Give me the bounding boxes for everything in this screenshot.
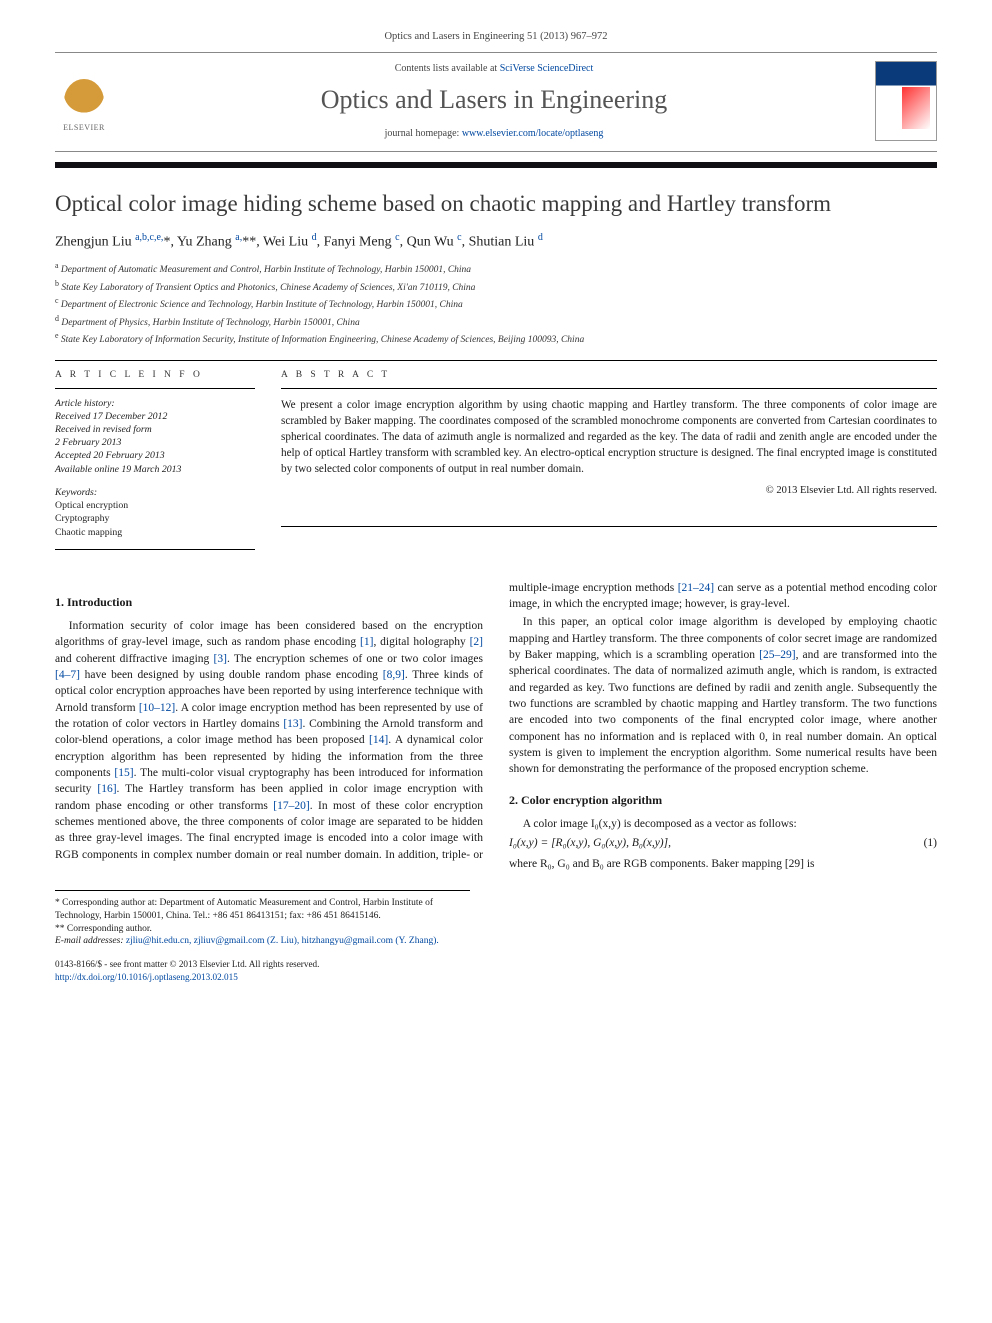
- article-title: Optical color image hiding scheme based …: [55, 190, 937, 219]
- homepage-link[interactable]: www.elsevier.com/locate/optlaseng: [462, 128, 604, 139]
- article-history: Article history: Received 17 December 20…: [55, 397, 255, 476]
- author-list: Zhengjun Liu a,b,c,e,*, Yu Zhang a,**, W…: [55, 231, 937, 253]
- issn-line: 0143-8166/$ - see front matter © 2013 El…: [55, 958, 937, 970]
- elsevier-tree-icon: [64, 79, 104, 123]
- footer-meta: 0143-8166/$ - see front matter © 2013 El…: [55, 958, 937, 983]
- email-label: E-mail addresses:: [55, 936, 126, 946]
- keywords-block: Keywords: Optical encryptionCryptography…: [55, 486, 255, 539]
- publisher-logo: ELSEVIER: [55, 68, 113, 134]
- abstract-text: We present a color image encryption algo…: [281, 397, 937, 478]
- corr-author-2: ** Corresponding author.: [55, 923, 470, 936]
- contents-prefix: Contents lists available at: [395, 63, 500, 74]
- sciencedirect-link[interactable]: SciVerse ScienceDirect: [500, 63, 594, 74]
- journal-name: Optics and Lasers in Engineering: [127, 82, 861, 117]
- body-columns: 1. Introduction Information security of …: [55, 580, 937, 872]
- article-info-head: A R T I C L E I N F O: [55, 369, 255, 382]
- keywords-label: Keywords:: [55, 486, 255, 499]
- info-rule: [55, 388, 255, 389]
- email-addresses: E-mail addresses: zjliu@hit.edu.cn, zjli…: [55, 935, 470, 948]
- algo-para-2: where R₀, G₀ and B₀ are RGB components. …: [509, 856, 937, 872]
- email-list[interactable]: zjliu@hit.edu.cn, zjliuv@gmail.com (Z. L…: [126, 936, 439, 946]
- equation-1-number: (1): [924, 836, 937, 852]
- abstract-rule-bottom: [281, 526, 937, 527]
- equation-1: I₀(x,y) = [R₀(x,y), G₀(x,y), B₀(x,y)], (…: [509, 836, 937, 852]
- abstract-head: A B S T R A C T: [281, 369, 937, 382]
- corresponding-footnotes: * Corresponding author at: Department of…: [55, 890, 470, 948]
- section-2-head: 2. Color encryption algorithm: [509, 792, 937, 808]
- equation-1-body: I₀(x,y) = [R₀(x,y), G₀(x,y), B₀(x,y)],: [509, 836, 671, 852]
- journal-header: ELSEVIER Contents lists available at Sci…: [55, 52, 937, 152]
- journal-cover-thumbnail: [875, 61, 937, 141]
- section-rule-top: [55, 360, 937, 361]
- publisher-name: ELSEVIER: [63, 123, 105, 134]
- history-label: Article history:: [55, 397, 255, 410]
- journal-citation: Optics and Lasers in Engineering 51 (201…: [55, 30, 937, 44]
- abstract-copyright: © 2013 Elsevier Ltd. All rights reserved…: [281, 484, 937, 498]
- homepage-prefix: journal homepage:: [385, 128, 462, 139]
- info-rule-bottom: [55, 549, 255, 550]
- abstract-rule: [281, 388, 937, 389]
- header-rule: [55, 162, 937, 168]
- contents-line: Contents lists available at SciVerse Sci…: [127, 62, 861, 76]
- intro-para-2: In this paper, an optical color image al…: [509, 614, 937, 777]
- algo-para-1: A color image I₀(x,y) is decomposed as a…: [509, 816, 937, 832]
- corr-author-1: * Corresponding author at: Department of…: [55, 897, 470, 923]
- affiliations: a Department of Automatic Measurement an…: [55, 260, 937, 347]
- doi-link[interactable]: http://dx.doi.org/10.1016/j.optlaseng.20…: [55, 972, 238, 982]
- homepage-line: journal homepage: www.elsevier.com/locat…: [127, 127, 861, 141]
- section-1-head: 1. Introduction: [55, 594, 483, 610]
